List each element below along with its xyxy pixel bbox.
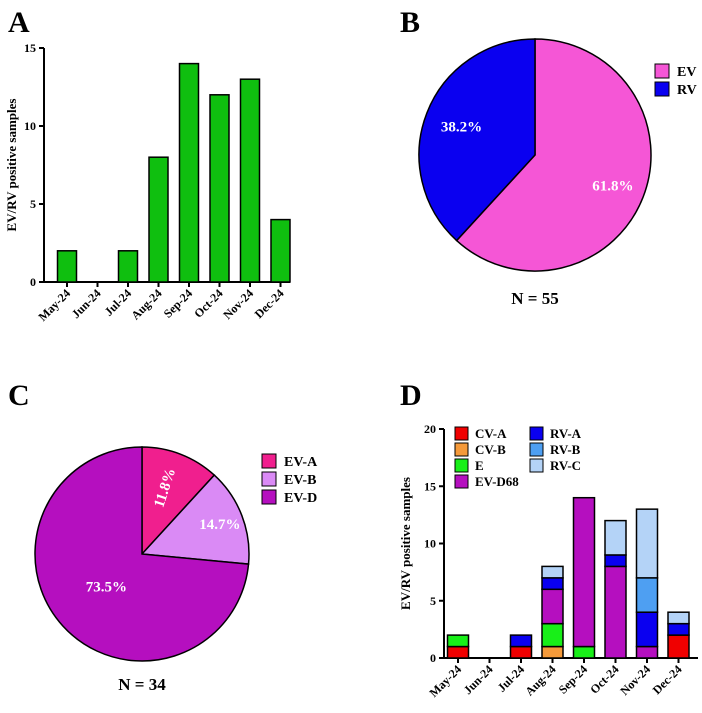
y-axis-label: EV/RV positive samples [4,99,19,232]
legend-swatch-rv-b [529,442,544,457]
legend-swatch-rv-a [529,426,544,441]
x-tick-label: Nov-24 [220,286,256,322]
bar-sep-24 [178,62,200,283]
bar-segment-rv-c-aug-24 [541,565,564,579]
bar-segment-rv-a-dec-24 [667,622,690,636]
legend-swatch-ev-d [261,489,277,505]
pie-slice-ev-d [34,446,250,662]
x-tick-label: Dec-24 [650,662,685,697]
y-tick-label: 15 [424,479,436,493]
legend-label-ev-a: EV-A [284,455,318,470]
bar-segment-e-aug-24 [541,622,564,648]
bar-segment-e-sep-24 [572,645,596,659]
x-tick-label: Sep-24 [556,662,590,696]
x-tick-label: Aug-24 [522,662,558,698]
y-tick-label: 10 [24,119,36,133]
pie-slice-ev-a [141,446,216,556]
legend-swatch-cv-b [454,442,469,457]
y-tick-label: 15 [24,41,36,55]
x-tick-label: Jun-24 [461,662,496,697]
bar-segment-cv-a-jul-24 [509,645,533,659]
pie-label-ev: 61.8% [592,178,633,194]
legend-swatch-e [454,458,469,473]
x-tick-label: Jun-24 [69,286,104,321]
sample-size-label: N = 34 [118,675,166,694]
panel-letter-b: B [400,6,420,39]
legend-swatch-rv [654,81,670,97]
y-tick-label: 5 [430,594,436,608]
pie-chart-ev-species: 11.8%14.7%73.5%EV-AEV-BEV-DN = 34 [34,446,318,694]
bar-segment-ev-d68-sep-24 [572,496,596,648]
legend-swatch-ev [654,63,670,79]
bar-dec-24 [270,218,291,283]
legend-label-cv-a: CV-A [475,426,507,441]
y-tick-label: 0 [430,651,436,665]
legend-swatch-ev-b [261,471,277,487]
bar-segment-ev-d68-aug-24 [541,588,564,625]
x-tick-label: May-24 [35,286,73,324]
bar-nov-24 [239,78,261,283]
legend-label-ev-d: EV-D [284,491,317,506]
x-tick-label: Sep-24 [161,286,195,320]
legend-label-cv-b: CV-B [475,442,506,457]
y-tick-label: 10 [424,537,436,551]
x-tick-label: Oct-24 [191,286,225,320]
panel-letter-a: A [8,6,30,39]
legend-label-ev-d68: EV-D68 [475,474,519,489]
legend-label-ev-b: EV-B [284,473,316,488]
stacked-bar-chart-genotypes: 0 5 10 15 20 EV/RV positive samples May-24Jun-… [398,422,698,700]
bar-segment-cv-a-dec-24 [667,634,690,659]
bar-segment-rv-a-jul-24 [509,634,533,648]
pie-chart-ev-rv: 61.8% 38.2% EV RV N = 55 [418,38,697,308]
x-tick-label: Nov-24 [617,662,653,698]
bar-segment-rv-a-aug-24 [541,577,564,591]
bar-chart-monthly-positives: 0 5 10 15 EV/RV positive samples May-24Jun-24… [4,41,291,324]
legend-swatch-cv-a [454,426,469,441]
bar-segment-e-may-24 [446,634,470,648]
bar-segment-cv-b-aug-24 [541,645,564,659]
bar-segment-rv-a-nov-24 [635,611,659,648]
bar-segment-cv-a-may-24 [446,645,470,659]
legend-label-rv-c: RV-C [550,458,581,473]
x-tick-label: Dec-24 [252,286,287,321]
bar-segment-rv-b-nov-24 [635,577,659,613]
bar-segment-rv-c-nov-24 [635,508,659,579]
pie-label-rv: 38.2% [441,119,482,135]
pie-slice-ev-b [140,474,250,565]
legend-swatch-rv-c [529,458,544,473]
sample-size-label: N = 55 [511,289,558,308]
pie-label-ev-d: 73.5% [86,579,127,595]
bar-segment-rv-a-oct-24 [604,554,627,568]
pie-slice-ev [455,38,652,272]
y-tick-label: 0 [30,275,36,289]
legend-swatch-ev-d68 [454,474,469,489]
x-tick-label: Aug-24 [128,286,164,322]
legend-label-rv: RV [677,83,697,98]
pie-label-ev-b: 14.7% [199,517,240,533]
bar-oct-24 [209,94,230,283]
panel-letter-c: C [8,379,30,412]
legend-label-rv-a: RV-A [550,426,582,441]
pie-slice-rv [418,38,536,242]
y-tick-label: 5 [30,197,36,211]
bar-segment-ev-d68-nov-24 [635,645,659,659]
bar-segment-rv-c-oct-24 [604,519,627,556]
bar-jul-24 [117,250,139,283]
bar-segment-rv-c-dec-24 [667,611,690,625]
x-tick-label: Oct-24 [587,662,621,696]
legend-label-e: E [475,458,484,473]
legend-label-rv-b: RV-B [550,442,581,457]
y-tick-label: 20 [424,422,436,436]
x-tick-label: May-24 [426,662,464,700]
bar-segment-ev-d68-oct-24 [604,565,627,659]
panel-letter-d: D [400,379,422,412]
legend-swatch-ev-a [261,453,277,469]
legend-label-ev: EV [677,65,696,80]
y-axis-label: EV/RV positive samples [398,477,413,610]
bar-aug-24 [148,156,169,283]
bar-may-24 [56,250,78,283]
